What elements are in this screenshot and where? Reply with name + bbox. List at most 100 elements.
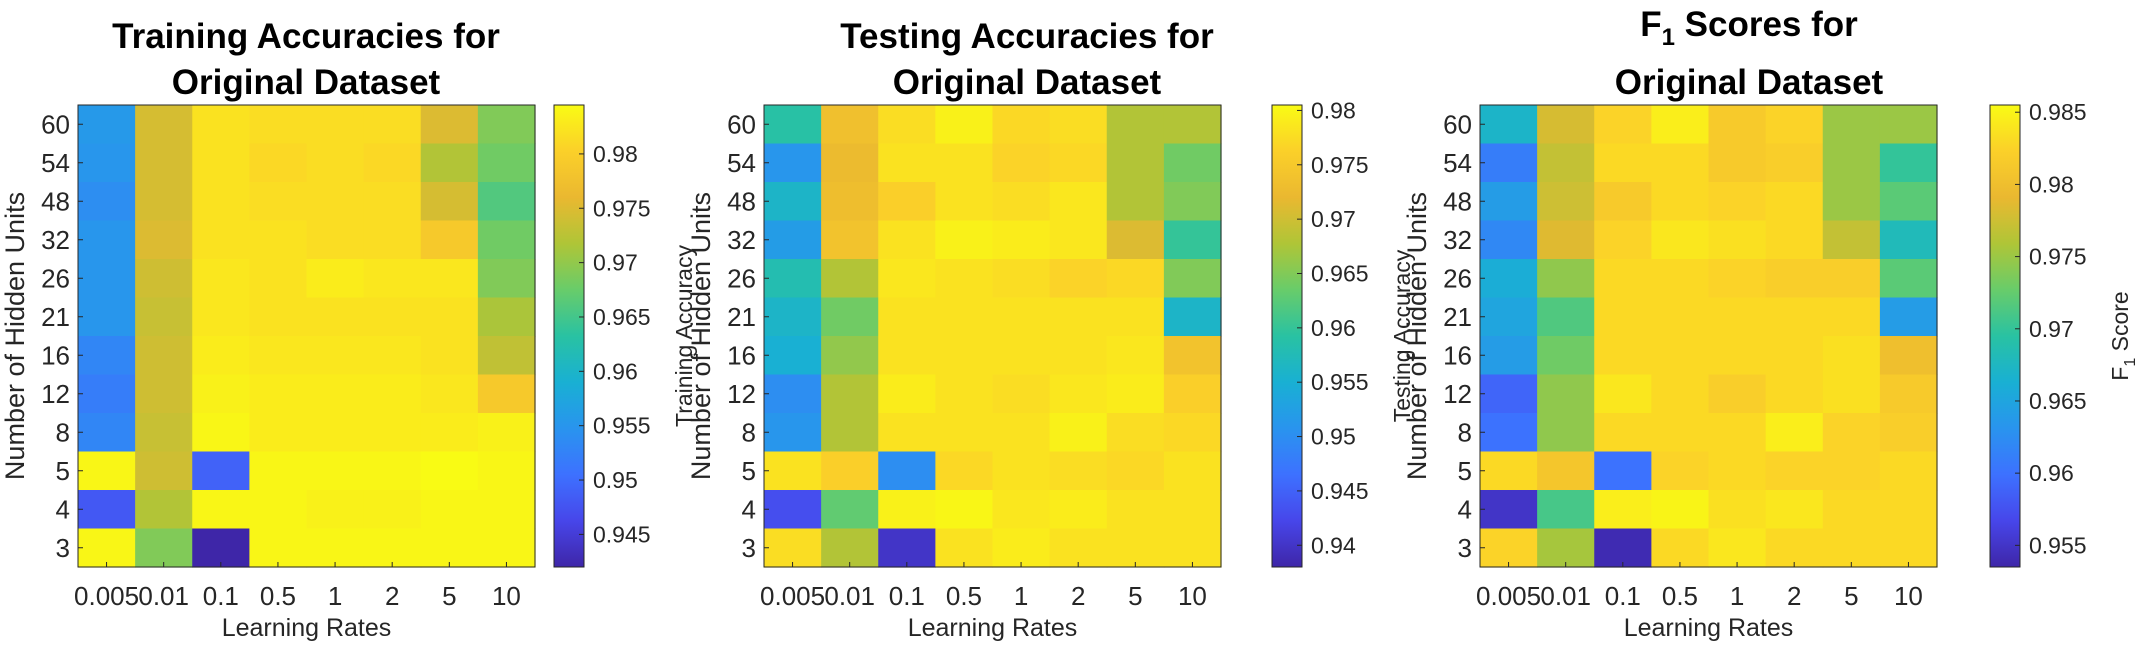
- heatmap-cell: [764, 451, 822, 491]
- heatmap-cell: [821, 528, 879, 568]
- x-axis-label: Learning Rates: [1624, 614, 1794, 642]
- heatmap-cell: [249, 259, 308, 299]
- heatmap-cell: [192, 451, 250, 491]
- heatmap-cell: [1879, 451, 1938, 491]
- heatmap-cell: [878, 528, 936, 568]
- heatmap-cell: [821, 105, 879, 145]
- heatmap-cell: [1480, 451, 1538, 491]
- heatmap-cell: [135, 220, 193, 260]
- x-tick-label: 2: [385, 581, 399, 611]
- heatmap-cell: [1049, 143, 1108, 183]
- heatmap-cell: [306, 451, 365, 491]
- title-line: Testing Accuracies for: [840, 17, 1214, 56]
- colorbar-tick-label: 0.96: [1311, 315, 1356, 341]
- heatmap-cell: [1106, 143, 1165, 183]
- heatmap-cell: [363, 182, 422, 222]
- x-tick-label: 0.01: [824, 581, 875, 611]
- heatmap-cell: [135, 451, 193, 491]
- y-tick-label: 60: [1443, 109, 1472, 139]
- heatmap-cell: [477, 105, 536, 145]
- heatmap-cell: [306, 259, 365, 299]
- y-tick-label: 21: [41, 302, 70, 332]
- heatmap-cell: [878, 182, 936, 222]
- colorbar-tick-label: 0.945: [593, 521, 651, 547]
- y-tick-label: 16: [41, 340, 70, 370]
- heatmap-cell: [992, 143, 1051, 183]
- heatmap-cell: [821, 374, 879, 414]
- heatmap-cell: [306, 297, 365, 337]
- title-line: Training Accuracies for: [112, 17, 500, 56]
- heatmap-cell: [1049, 297, 1108, 337]
- heatmap-cell: [135, 490, 193, 530]
- x-tick-label: 0.005: [1476, 581, 1541, 611]
- heatmap-cell: [1537, 413, 1595, 453]
- heatmap-cell: [764, 143, 822, 183]
- heatmap-cell: [1708, 413, 1767, 453]
- heatmap-cell: [1480, 143, 1538, 183]
- y-tick-label: 16: [1443, 340, 1472, 370]
- heatmap-cell: [821, 143, 879, 183]
- heatmap-cell: [1594, 528, 1652, 568]
- heatmap-cell: [764, 413, 822, 453]
- heatmap-cell: [1106, 336, 1165, 376]
- heatmap-cell: [992, 336, 1051, 376]
- heatmap-cell: [764, 490, 822, 530]
- heatmap-cell: [78, 413, 136, 453]
- heatmap-cell: [306, 143, 365, 183]
- heatmap-cell: [1651, 105, 1710, 145]
- heatmap-cell: [78, 259, 136, 299]
- heatmap-cell: [1163, 413, 1222, 453]
- heatmap-cell: [420, 528, 479, 568]
- heatmap-cell: [1480, 374, 1538, 414]
- heatmap-cell: [363, 259, 422, 299]
- heatmap-cell: [1708, 220, 1767, 260]
- heatmap-cell: [1106, 182, 1165, 222]
- heatmap-cell: [1106, 490, 1165, 530]
- colorbar: [553, 104, 585, 568]
- heatmap-cell: [1708, 528, 1767, 568]
- heatmap-cell: [1879, 105, 1938, 145]
- colorbar-tick-label: 0.975: [1311, 152, 1369, 178]
- heatmap-cell: [1765, 259, 1824, 299]
- heatmap-cell: [1708, 143, 1767, 183]
- heatmap-cell: [1822, 182, 1881, 222]
- heatmap-cell: [420, 143, 479, 183]
- heatmap-cell: [306, 528, 365, 568]
- heatmap-cell: [1163, 451, 1222, 491]
- y-tick-label: 32: [41, 225, 70, 255]
- heatmap-cell: [1163, 143, 1222, 183]
- heatmap-cell: [135, 374, 193, 414]
- heatmap-cell: [477, 259, 536, 299]
- heatmap-cell: [1765, 336, 1824, 376]
- y-tick-label: 48: [1443, 186, 1472, 216]
- heatmap-cell: [78, 336, 136, 376]
- heatmap-cell: [477, 528, 536, 568]
- heatmap-cell: [1765, 220, 1824, 260]
- heatmap-cell: [878, 374, 936, 414]
- heatmap-cell: [420, 220, 479, 260]
- heatmap-cell: [420, 259, 479, 299]
- heatmap-cell: [420, 490, 479, 530]
- heatmap-cell: [1163, 182, 1222, 222]
- heatmap-cell: [821, 451, 879, 491]
- heatmap-cell: [1163, 105, 1222, 145]
- y-tick-label: 48: [727, 186, 756, 216]
- heatmap-cell: [821, 297, 879, 337]
- heatmap-cell: [1594, 374, 1652, 414]
- heatmap-cell: [1822, 105, 1881, 145]
- heatmap-cell: [935, 105, 994, 145]
- heatmap-cell: [1537, 374, 1595, 414]
- heatmap-cell: [1708, 451, 1767, 491]
- heatmap-cell: [1651, 297, 1710, 337]
- heatmap-cell: [420, 413, 479, 453]
- colorbar-label: F1 Score: [2107, 291, 2139, 380]
- heatmap-cell: [1480, 182, 1538, 222]
- heatmap-cell: [935, 374, 994, 414]
- heatmap-cell: [1594, 259, 1652, 299]
- heatmap-cell: [420, 105, 479, 145]
- colorbar-tick-label: 0.96: [2029, 460, 2074, 486]
- heatmap-cell: [477, 297, 536, 337]
- heatmap-cell: [1106, 220, 1165, 260]
